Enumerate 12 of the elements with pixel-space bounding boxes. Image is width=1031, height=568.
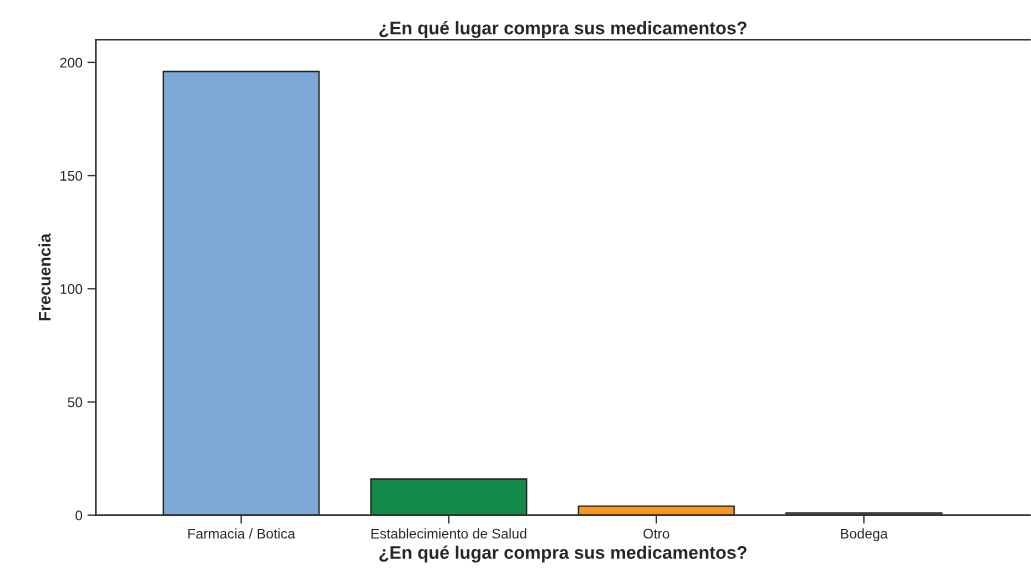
y-tick-label: 50 xyxy=(67,397,83,408)
x-tick-label: Establecimiento de Salud xyxy=(371,528,527,539)
x-tick-label: Bodega xyxy=(841,528,888,542)
chart-title: ¿En qué lugar compra sus medicamentos? xyxy=(379,20,747,39)
x-axis-title: ¿En qué lugar compra sus medicamentos? xyxy=(379,545,747,563)
y-tick-label: 0 xyxy=(75,510,83,521)
x-tick-label: Otro xyxy=(643,528,670,539)
x-tick-label: Farmacia / Botica xyxy=(188,528,296,539)
y-tick-label: 100 xyxy=(60,284,83,294)
y-axis-title: Frecuencia xyxy=(38,233,51,321)
y-tick-label: 150 xyxy=(60,170,83,181)
y-tick-label: 200 xyxy=(60,57,83,68)
